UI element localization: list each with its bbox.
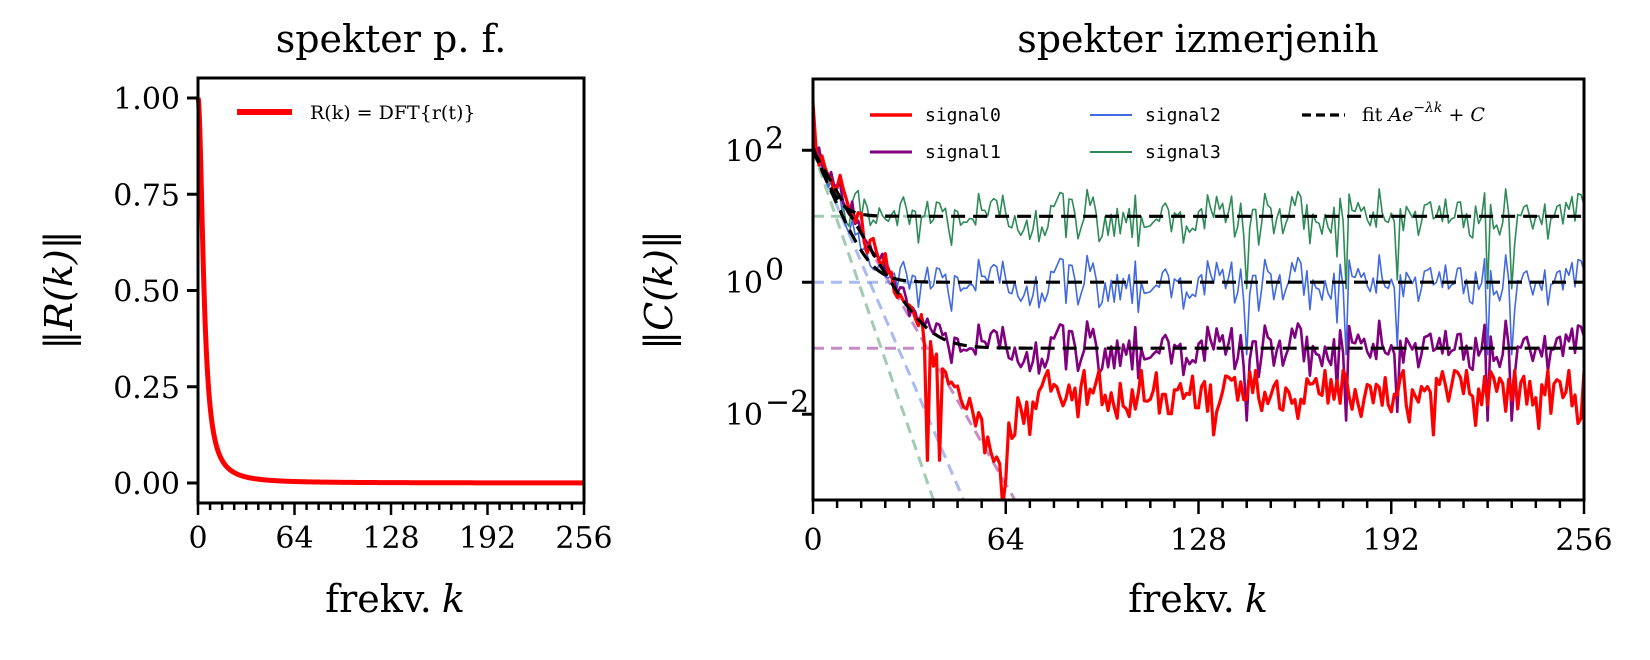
right-x-tick-label: 128 bbox=[1170, 523, 1227, 558]
left-y-tick-label: 0.75 bbox=[113, 178, 180, 213]
right-y-tick-exponent: 0 bbox=[765, 253, 784, 288]
right-y-tick-label: 10 bbox=[725, 134, 763, 169]
legend-label-signal0: signal0 bbox=[925, 105, 1001, 126]
fit-line-signal1 bbox=[813, 149, 1584, 350]
left-plot-lines bbox=[195, 97, 587, 486]
left-xlabel-var: k bbox=[442, 577, 465, 621]
right-y-tick-label: 10 bbox=[725, 398, 763, 433]
left-y-tick-label: 0.25 bbox=[113, 371, 180, 406]
left-y-tick-label: 0.50 bbox=[113, 275, 180, 310]
left-plot-frame bbox=[196, 76, 586, 505]
right-x-tick-label: 0 bbox=[803, 523, 822, 558]
fit-label-part: + C bbox=[1442, 104, 1485, 126]
legend-label-fit: fit Ae−λk + C bbox=[1362, 100, 1485, 126]
series-line-signal2 bbox=[813, 133, 1584, 356]
fit-line-signal2 bbox=[813, 149, 1584, 284]
right-plot-frame bbox=[811, 77, 1586, 502]
right-x-axis: 0 64 128 192 256 bbox=[803, 500, 1613, 558]
left-xlabel-prefix: frekv. bbox=[325, 577, 432, 621]
right-y-axis-label: ‖C(k)‖ bbox=[637, 230, 681, 350]
fit-label-part: −λk bbox=[1413, 100, 1442, 116]
tick-base: 10 bbox=[725, 398, 763, 433]
left-x-tick-label: 64 bbox=[275, 521, 313, 556]
left-y-axis-label-text: ‖R(k)‖ bbox=[37, 230, 81, 349]
right-y-tick-label: 10 bbox=[725, 266, 763, 301]
right-xlabel-var: k bbox=[1245, 577, 1268, 621]
right-y-axis-label-text: ‖C(k)‖ bbox=[637, 230, 681, 350]
right-y-tick-exponent: −2 bbox=[765, 385, 809, 420]
left-chart: spekter p. f. 0.00 0.25 0.50 0.75 1.00 0 64 12… bbox=[37, 17, 613, 621]
right-plot-lines bbox=[813, 102, 1584, 500]
left-series-line bbox=[195, 97, 587, 486]
left-x-axis-label-text: frekv. k bbox=[325, 577, 465, 621]
fit-label-part: Ae bbox=[1386, 104, 1413, 126]
left-x-tick-label: 0 bbox=[188, 521, 207, 556]
series-line-signal0 bbox=[813, 102, 1584, 500]
right-x-axis-label: frekv. k bbox=[1128, 577, 1268, 621]
right-x-tick-label: 256 bbox=[1555, 523, 1612, 558]
right-x-tick-label: 64 bbox=[987, 523, 1025, 558]
left-y-tick-label: 1.00 bbox=[113, 82, 180, 117]
left-legend-label: R(k) = DFT{r(t)} bbox=[310, 102, 475, 124]
legend-label-signal2: signal2 bbox=[1145, 105, 1221, 126]
exp-component-signal2 bbox=[813, 149, 966, 500]
tick-base: 10 bbox=[725, 266, 763, 301]
series-line-signal3 bbox=[813, 129, 1584, 290]
left-y-axis: 0.00 0.25 0.50 0.75 1.00 bbox=[113, 82, 198, 502]
left-x-tick-label: 128 bbox=[362, 521, 419, 556]
left-x-tick-label: 256 bbox=[555, 521, 612, 556]
left-y-axis-label: ‖R(k)‖ bbox=[37, 230, 81, 349]
left-chart-title: spekter p. f. bbox=[276, 17, 507, 61]
left-x-tick-label: 192 bbox=[459, 521, 516, 556]
right-x-tick-label: 192 bbox=[1363, 523, 1420, 558]
right-xlabel-prefix: frekv. bbox=[1128, 577, 1235, 621]
legend-label-signal3: signal3 bbox=[1145, 142, 1221, 163]
left-x-axis: 0 64 128 192 256 bbox=[188, 503, 613, 556]
left-x-axis-label: frekv. k bbox=[325, 577, 465, 621]
legend-label-signal1: signal1 bbox=[925, 142, 1001, 163]
fit-label-part: fit bbox=[1362, 104, 1388, 126]
series-line-signal1 bbox=[813, 133, 1584, 422]
fit-line-signal3 bbox=[813, 146, 1584, 218]
right-y-tick-exponent: 2 bbox=[765, 121, 784, 156]
left-legend: R(k) = DFT{r(t)} bbox=[237, 102, 475, 124]
right-chart-title: spekter izmerjenih bbox=[1017, 17, 1379, 61]
tick-base: 10 bbox=[725, 134, 763, 169]
right-legend: signal0 signal1 signal2 signal3 fit Ae−λk + … bbox=[870, 100, 1485, 163]
left-y-tick-label: 0.00 bbox=[113, 467, 180, 502]
